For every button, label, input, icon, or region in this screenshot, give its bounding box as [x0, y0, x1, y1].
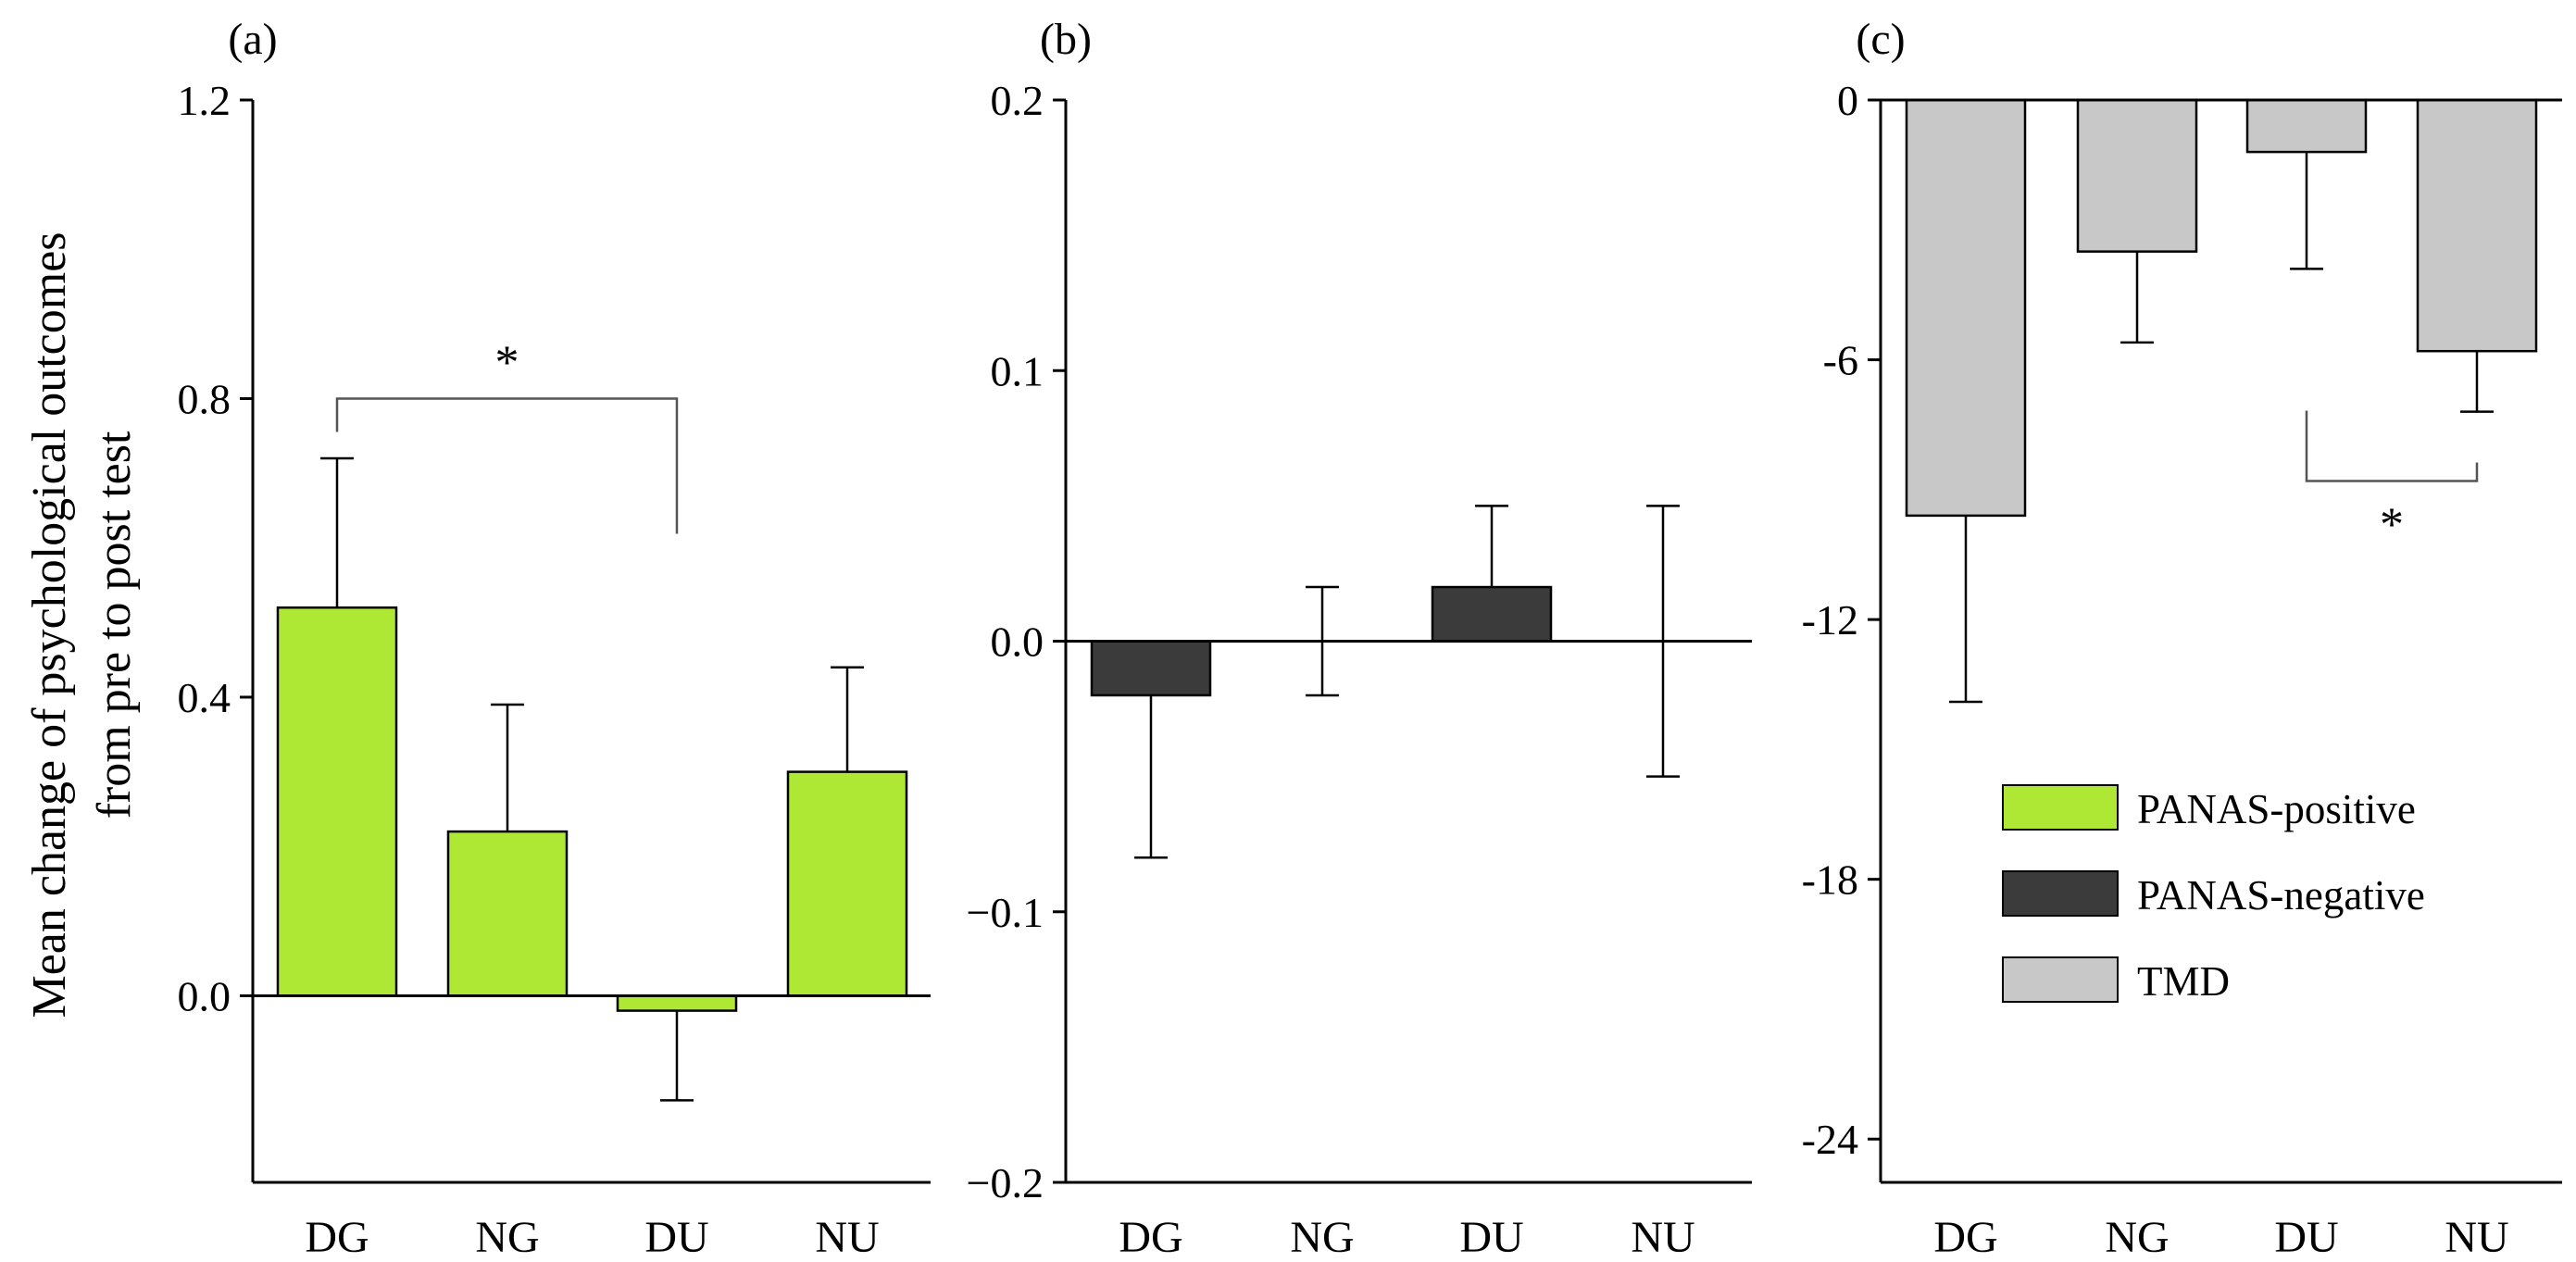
category-label-dg: DG [1933, 1213, 1997, 1262]
legend: PANAS-positive PANAS-negative TMD [2002, 784, 2425, 1005]
bar-dg [276, 606, 398, 997]
panel-label: (a) [228, 15, 277, 64]
bar-nu [786, 770, 908, 997]
panel-b: (b) −0.2 −0.1 0.0 0.1 0.2 DG NG DU NU [967, 15, 1752, 1262]
category-label-nu: NU [2445, 1213, 2508, 1262]
y-tick-label: 1.2 [178, 77, 231, 124]
bar-dg [1090, 640, 1212, 697]
y-axis-label-line-1: Mean change of psychological outcomes [23, 231, 76, 1018]
category-label-ng: NG [2105, 1213, 2169, 1262]
category-label-dg: DG [305, 1213, 369, 1262]
bar-du [1431, 585, 1553, 643]
y-tick-label: 0.2 [991, 77, 1044, 124]
bar-du [2245, 98, 2368, 154]
y-tick-label: -18 [1802, 856, 1858, 904]
bar-ng [2076, 98, 2198, 253]
bar-dg [1905, 98, 2027, 518]
panel-a: (a) 0.0 0.4 0.8 1.2 DG NG DU NU * [178, 15, 931, 1262]
bar-ng [446, 830, 569, 997]
category-label-du: DU [644, 1213, 708, 1262]
category-label-ng: NG [1290, 1213, 1354, 1262]
bar-du [616, 994, 738, 1012]
category-label-du: DU [2274, 1213, 2338, 1262]
significance-bracket [335, 397, 679, 534]
panel-c: (c) 0 -6 -12 -18 -24 DG NG DU NU * [1802, 15, 2562, 1262]
y-tick-label: 0.8 [178, 375, 231, 422]
category-label-ng: NG [475, 1213, 539, 1262]
y-tick-label: −0.1 [967, 889, 1044, 936]
significance-star: * [495, 336, 519, 389]
y-tick-label: -12 [1802, 596, 1858, 643]
legend-swatch-panas-negative [2002, 870, 2119, 917]
significance-star: * [2380, 498, 2404, 551]
y-tick-label: 0.1 [991, 347, 1044, 394]
y-tick-label: 0.0 [991, 619, 1044, 666]
y-axis-label-line-2: from pre to post test [88, 431, 141, 818]
category-label-nu: NU [815, 1213, 879, 1262]
legend-label-panas-negative: PANAS-negative [2137, 872, 2425, 918]
y-tick-label: −0.2 [967, 1159, 1044, 1206]
legend-swatch-panas-positive [2002, 784, 2119, 831]
y-tick-label: -24 [1802, 1116, 1858, 1163]
y-tick-label: 0.0 [178, 972, 231, 1019]
category-label-dg: DG [1119, 1213, 1182, 1262]
category-label-nu: NU [1631, 1213, 1694, 1262]
y-tick-label: 0.4 [178, 674, 231, 721]
y-tick-label: 0 [1837, 77, 1858, 124]
y-tick-label: -6 [1823, 337, 1858, 384]
bar-nu [2416, 98, 2538, 353]
panel-label: (b) [1040, 15, 1092, 64]
panel-label: (c) [1856, 15, 1905, 64]
legend-label-tmd: TMD [2137, 958, 2230, 1005]
legend-swatch-tmd [2002, 956, 2119, 1003]
significance-bracket [2305, 410, 2479, 482]
legend-label-panas-positive: PANAS-positive [2137, 786, 2416, 832]
category-label-du: DU [1459, 1213, 1523, 1262]
